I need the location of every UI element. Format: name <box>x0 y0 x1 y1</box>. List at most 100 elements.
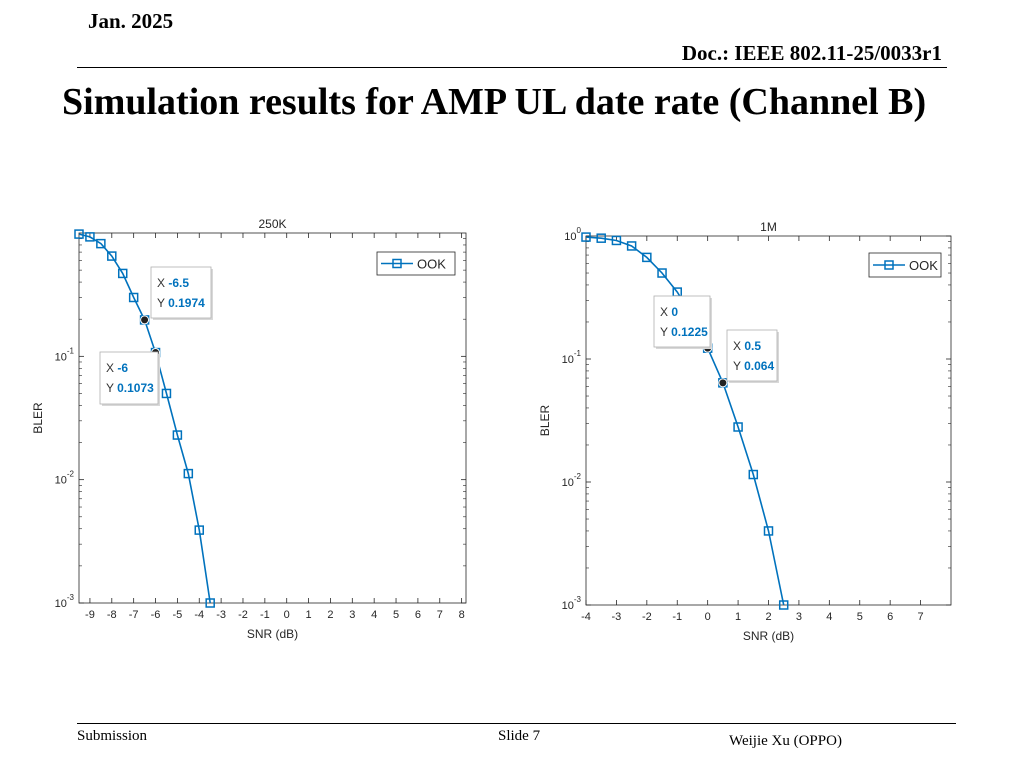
plot-area <box>585 235 952 606</box>
data-point <box>107 251 117 261</box>
y-tick-base: 10 <box>55 475 67 487</box>
plot-area <box>78 232 467 604</box>
legend-marker <box>884 260 894 270</box>
datatip-x-value: -6.5 <box>168 276 189 290</box>
datatip-x-label: X <box>106 361 117 375</box>
x-tick-label: -4 <box>581 611 591 623</box>
datatip-marker <box>718 378 728 388</box>
data-point <box>642 252 652 263</box>
datatip-y-value: 0.1974 <box>168 296 205 310</box>
y-tick-label: 10-2 <box>55 470 75 487</box>
y-tick-exponent: -1 <box>574 349 582 358</box>
data-point <box>96 238 106 249</box>
data-point <box>581 232 591 242</box>
datatip-x-value: 0.5 <box>744 339 761 353</box>
datatip-x-row: X 0.5 <box>733 339 761 353</box>
x-tick-label: 7 <box>918 611 924 623</box>
datatip-x-label: X <box>733 339 744 353</box>
header-date: Jan. 2025 <box>88 9 174 33</box>
datatip-y-value: 0.1225 <box>671 325 708 339</box>
slide-title: Simulation results for AMP UL date rate … <box>62 81 927 123</box>
y-tick-exponent: -1 <box>67 346 75 355</box>
x-tick-label: 2 <box>327 609 333 621</box>
y-tick-base: 10 <box>55 351 67 363</box>
footer-divider <box>77 723 956 724</box>
datatip-marker <box>140 315 150 325</box>
data-point <box>117 268 128 279</box>
x-tick-label: -9 <box>85 609 95 621</box>
y-tick-base: 10 <box>562 354 574 366</box>
datatip-box <box>653 295 711 348</box>
x-tick-label: -1 <box>672 611 682 623</box>
datatip-x-label: X <box>157 276 168 290</box>
x-tick-label: 1 <box>306 609 312 621</box>
chart-title: 250K <box>258 217 286 231</box>
footer-author: Weijie Xu (OPPO) <box>729 733 842 749</box>
datatip-y-value: 0.1073 <box>117 381 154 395</box>
data-point <box>626 241 637 251</box>
x-tick-label: 0 <box>284 609 290 621</box>
x-tick-label: -3 <box>216 609 226 621</box>
x-tick-label: 6 <box>887 611 893 623</box>
data-point <box>128 292 139 303</box>
data-point <box>194 525 205 535</box>
datatip-y-label: Y <box>157 296 168 310</box>
header-doc-id: Doc.: IEEE 802.11-25/0033r1 <box>681 41 942 65</box>
data-point <box>596 233 606 243</box>
y-tick-base: 10 <box>55 598 67 610</box>
y-tick-label: 10-1 <box>55 346 75 363</box>
x-tick-label: 6 <box>415 609 421 621</box>
x-tick-label: -2 <box>238 609 248 621</box>
y-tick-base: 10 <box>562 477 574 489</box>
data-point <box>748 469 759 480</box>
legend-label: OOK <box>909 258 938 273</box>
data-point <box>172 430 183 440</box>
datatip-y-value: 0.064 <box>744 359 774 373</box>
datatip-y-row: Y 0.1073 <box>106 381 154 395</box>
data-point <box>763 526 774 536</box>
y-tick-label: 10-3 <box>562 595 582 612</box>
datatip-y-label: Y <box>733 359 744 373</box>
x-tick-label: 4 <box>826 611 832 623</box>
datatip-box <box>726 329 778 382</box>
x-tick-label: -4 <box>194 609 204 621</box>
data-point <box>161 388 172 399</box>
data-point <box>657 268 667 278</box>
y-axis-label: BLER <box>538 404 552 436</box>
x-tick-label: -5 <box>172 609 182 621</box>
datatip-box <box>150 266 212 319</box>
data-point <box>85 232 95 242</box>
x-tick-label: 0 <box>705 611 711 623</box>
x-axis-label: SNR (dB) <box>247 627 298 641</box>
y-tick-label: 10-2 <box>562 472 582 489</box>
x-tick-label: 5 <box>857 611 863 623</box>
data-point <box>183 468 194 479</box>
datatip-x-value: -6 <box>117 361 128 375</box>
y-tick-base: 10 <box>564 231 576 243</box>
datatip-y-label: Y <box>106 381 117 395</box>
datatip-x-row: X -6.5 <box>157 276 189 290</box>
x-tick-label: -3 <box>612 611 622 623</box>
header-divider <box>77 67 947 68</box>
x-tick-label: -8 <box>107 609 117 621</box>
x-tick-label: 3 <box>796 611 802 623</box>
x-axis-label: SNR (dB) <box>743 629 794 643</box>
legend-box <box>376 251 456 276</box>
datatip-x-value: 0 <box>671 305 678 319</box>
datatip-y-row: Y 0.1225 <box>660 325 708 339</box>
datatip-x-label: X <box>660 305 671 319</box>
x-tick-label: -6 <box>151 609 161 621</box>
x-tick-label: -1 <box>260 609 270 621</box>
y-tick-base: 10 <box>562 600 574 612</box>
datatip-y-row: Y 0.064 <box>733 359 774 373</box>
footer-slide-number: Slide 7 <box>498 728 541 744</box>
y-axis-label: BLER <box>31 402 45 434</box>
x-tick-label: 3 <box>349 609 355 621</box>
datatip-box <box>99 351 159 405</box>
legend-label: OOK <box>417 257 446 272</box>
y-tick-exponent: -3 <box>574 595 582 604</box>
data-point <box>205 598 215 608</box>
x-tick-label: 1 <box>735 611 741 623</box>
y-tick-label: 10-3 <box>55 593 75 610</box>
